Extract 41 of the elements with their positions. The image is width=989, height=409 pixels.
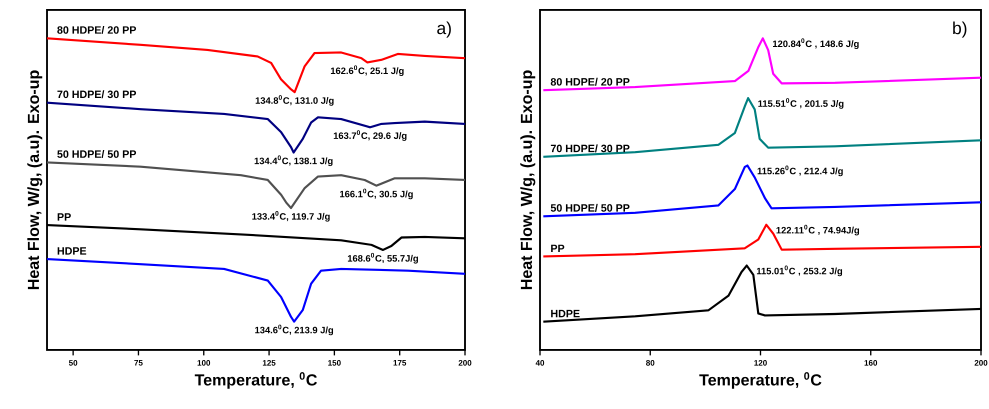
series-label: 50 HDPE/ 50 PP (550, 204, 630, 212)
series-label: 80 HDPE/ 20 PP (550, 78, 630, 86)
series-label: HDPE (551, 310, 580, 318)
x-tick-label: 200 (974, 360, 988, 366)
y-axis-title: Heat Flow, W/g, (a.u). Exo-up (27, 70, 42, 290)
annotation: 163.7$^{0}$C, 29.6 J/g (334, 130, 406, 141)
x-tick-label: 125 (262, 360, 276, 366)
series-label: PP (58, 213, 71, 221)
annotation: 133.4$^{0}$C, 119.7 J/g (252, 210, 330, 222)
series-label: PP (551, 244, 564, 252)
annotation: 115.26$^{0}$C , 212.4 J/g (758, 166, 843, 176)
chart-title: a) (437, 21, 451, 38)
x-tick-label: 175 (394, 360, 406, 366)
annotation: 122.11$^{0}$C , 74.94J/g (776, 224, 860, 236)
chart-title: b) (953, 21, 966, 38)
annotation: 162.6$^{0}$C, 25.1 J/g (330, 65, 404, 76)
annotation: 120.84$^{0}$C , 148.6 J/g (773, 38, 859, 49)
x-tick-label: 40 (536, 360, 544, 366)
series-label: 70 HDPE/ 30 PP (550, 144, 630, 152)
series-label: 80 HDPE/ 20 PP (57, 26, 136, 34)
x-tick-label: 120 (754, 360, 767, 366)
x-tick-label: 150 (328, 360, 341, 366)
annotation: 134.8$^{0}$C, 131.0 J/g (256, 95, 334, 106)
series-label: 70 HDPE/ 30 PP (57, 90, 136, 98)
x-axis-title: Temperature, $^{0}$C (194, 372, 317, 389)
annotation: 168.6$^{0}$C, 55.7J/g (348, 252, 418, 264)
annotation: 115.01$^{0}$C , 253.2 J/g (756, 266, 842, 276)
x-tick-label: 50 (68, 360, 78, 366)
x-tick-label: 80 (646, 360, 654, 366)
annotation: 166.1$^{0}$C, 30.5 J/g (340, 188, 413, 200)
x-tick-label: 75 (134, 360, 143, 366)
x-tick-label: 100 (198, 360, 210, 366)
y-axis-title: Heat Flow, W/g, (a.u). Exo-up (520, 70, 536, 290)
annotation: 134.6$^{0}$C, 213.9 J/g (255, 324, 334, 336)
x-axis-title: Temperature, $^{0}$C (699, 372, 822, 389)
annotation: 134.4$^{0}$C, 138.1 J/g (254, 155, 333, 166)
x-tick-label: 160 (864, 360, 878, 366)
series-label: HDPE (58, 247, 86, 255)
series-label: 50 HDPE/ 50 PP (57, 150, 136, 158)
annotation: 115.51$^{0}$C , 201.5 J/g (758, 98, 844, 109)
x-tick-label: 200 (458, 360, 472, 366)
